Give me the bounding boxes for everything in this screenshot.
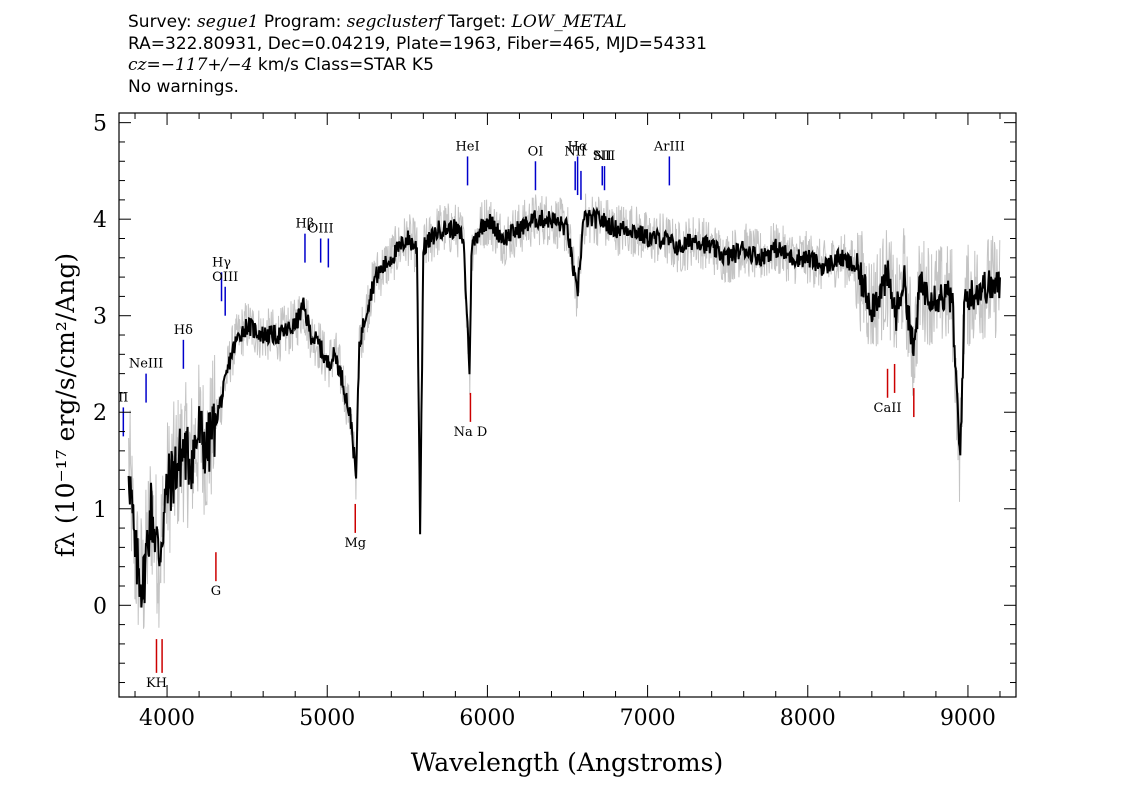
- y-axis-title: fλ (10⁻¹⁷ erg/s/cm²/Ang): [51, 253, 80, 557]
- emission-label-11: Hα: [568, 139, 588, 154]
- header-warnings-line: No warnings.: [128, 76, 239, 97]
- emission-label-4: OIII: [212, 270, 238, 285]
- cz-value: cz=−117+/−4: [128, 55, 253, 75]
- absorption-label-0: KH: [146, 676, 167, 691]
- emission-label-9: OI: [528, 144, 544, 159]
- x-tick-label-0: 4000: [139, 706, 195, 731]
- y-tick-label-2: 2: [93, 401, 107, 426]
- noise-layer: [128, 193, 1001, 629]
- x-tick-label-4: 8000: [780, 706, 836, 731]
- emission-label-15: ArIII: [653, 139, 685, 154]
- absorption-label-2: G: [211, 584, 221, 599]
- target-label: Target:: [442, 12, 512, 32]
- y-tick-label-3: 3: [93, 305, 107, 330]
- y-tick-label-4: 4: [93, 208, 107, 233]
- y-tick-label-1: 1: [93, 498, 107, 523]
- absorption-label-4: Na D: [454, 425, 488, 440]
- x-axis-title: Wavelength (Angstroms): [411, 748, 723, 777]
- survey-label: Survey:: [128, 12, 198, 32]
- survey-value: segue1: [197, 12, 259, 32]
- emission-label-8: HeI: [455, 139, 479, 154]
- plot-frame: [118, 112, 1017, 698]
- ticks-layer: 4000 5000 6000 7000 8000 9000 0 1 2 3 4 5: [93, 112, 1016, 731]
- header-coordinates-line: RA=322.80931, Dec=0.04219, Plate=1963, F…: [128, 33, 707, 54]
- spectrum-header: Survey: segue1 Program: segclusterf Targ…: [128, 12, 707, 98]
- target-value: LOW_METAL: [511, 12, 627, 32]
- header-survey-line: Survey: segue1 Program: segclusterf Targ…: [128, 12, 707, 34]
- flux-layer: [127, 206, 1001, 608]
- emission-label-1: II: [118, 390, 128, 405]
- x-tick-label-3: 7000: [620, 706, 676, 731]
- emission-label-13: SII: [593, 149, 612, 164]
- emission-label-10: NII: [564, 144, 586, 159]
- x-tick-label-2: 6000: [459, 706, 515, 731]
- program-label: Program:: [258, 12, 347, 32]
- emission-label-6: OIII: [308, 221, 334, 236]
- emission-label-14: NII: [594, 149, 616, 164]
- absorption-label-5: CaII: [874, 401, 902, 416]
- emission-label-0: NeIII: [129, 357, 163, 372]
- program-value: segclusterf: [346, 12, 443, 32]
- absorption-label-3: Mg: [344, 536, 366, 551]
- x-tick-label-5: 9000: [940, 706, 996, 731]
- y-tick-label-5: 5: [93, 112, 107, 137]
- class-value: km/s Class=STAR K5: [252, 55, 434, 75]
- emission-label-2: Hδ: [174, 323, 193, 338]
- emission-label-5: Hβ: [296, 217, 315, 232]
- y-tick-label-0: 0: [93, 594, 107, 619]
- flux-series: [127, 206, 1001, 608]
- noise-series: [128, 193, 1001, 629]
- header-redshift-line: cz=−117+/−4 km/s Class=STAR K5: [128, 55, 707, 77]
- x-tick-label-1: 5000: [299, 706, 355, 731]
- emission-label-3: Hγ: [212, 255, 231, 270]
